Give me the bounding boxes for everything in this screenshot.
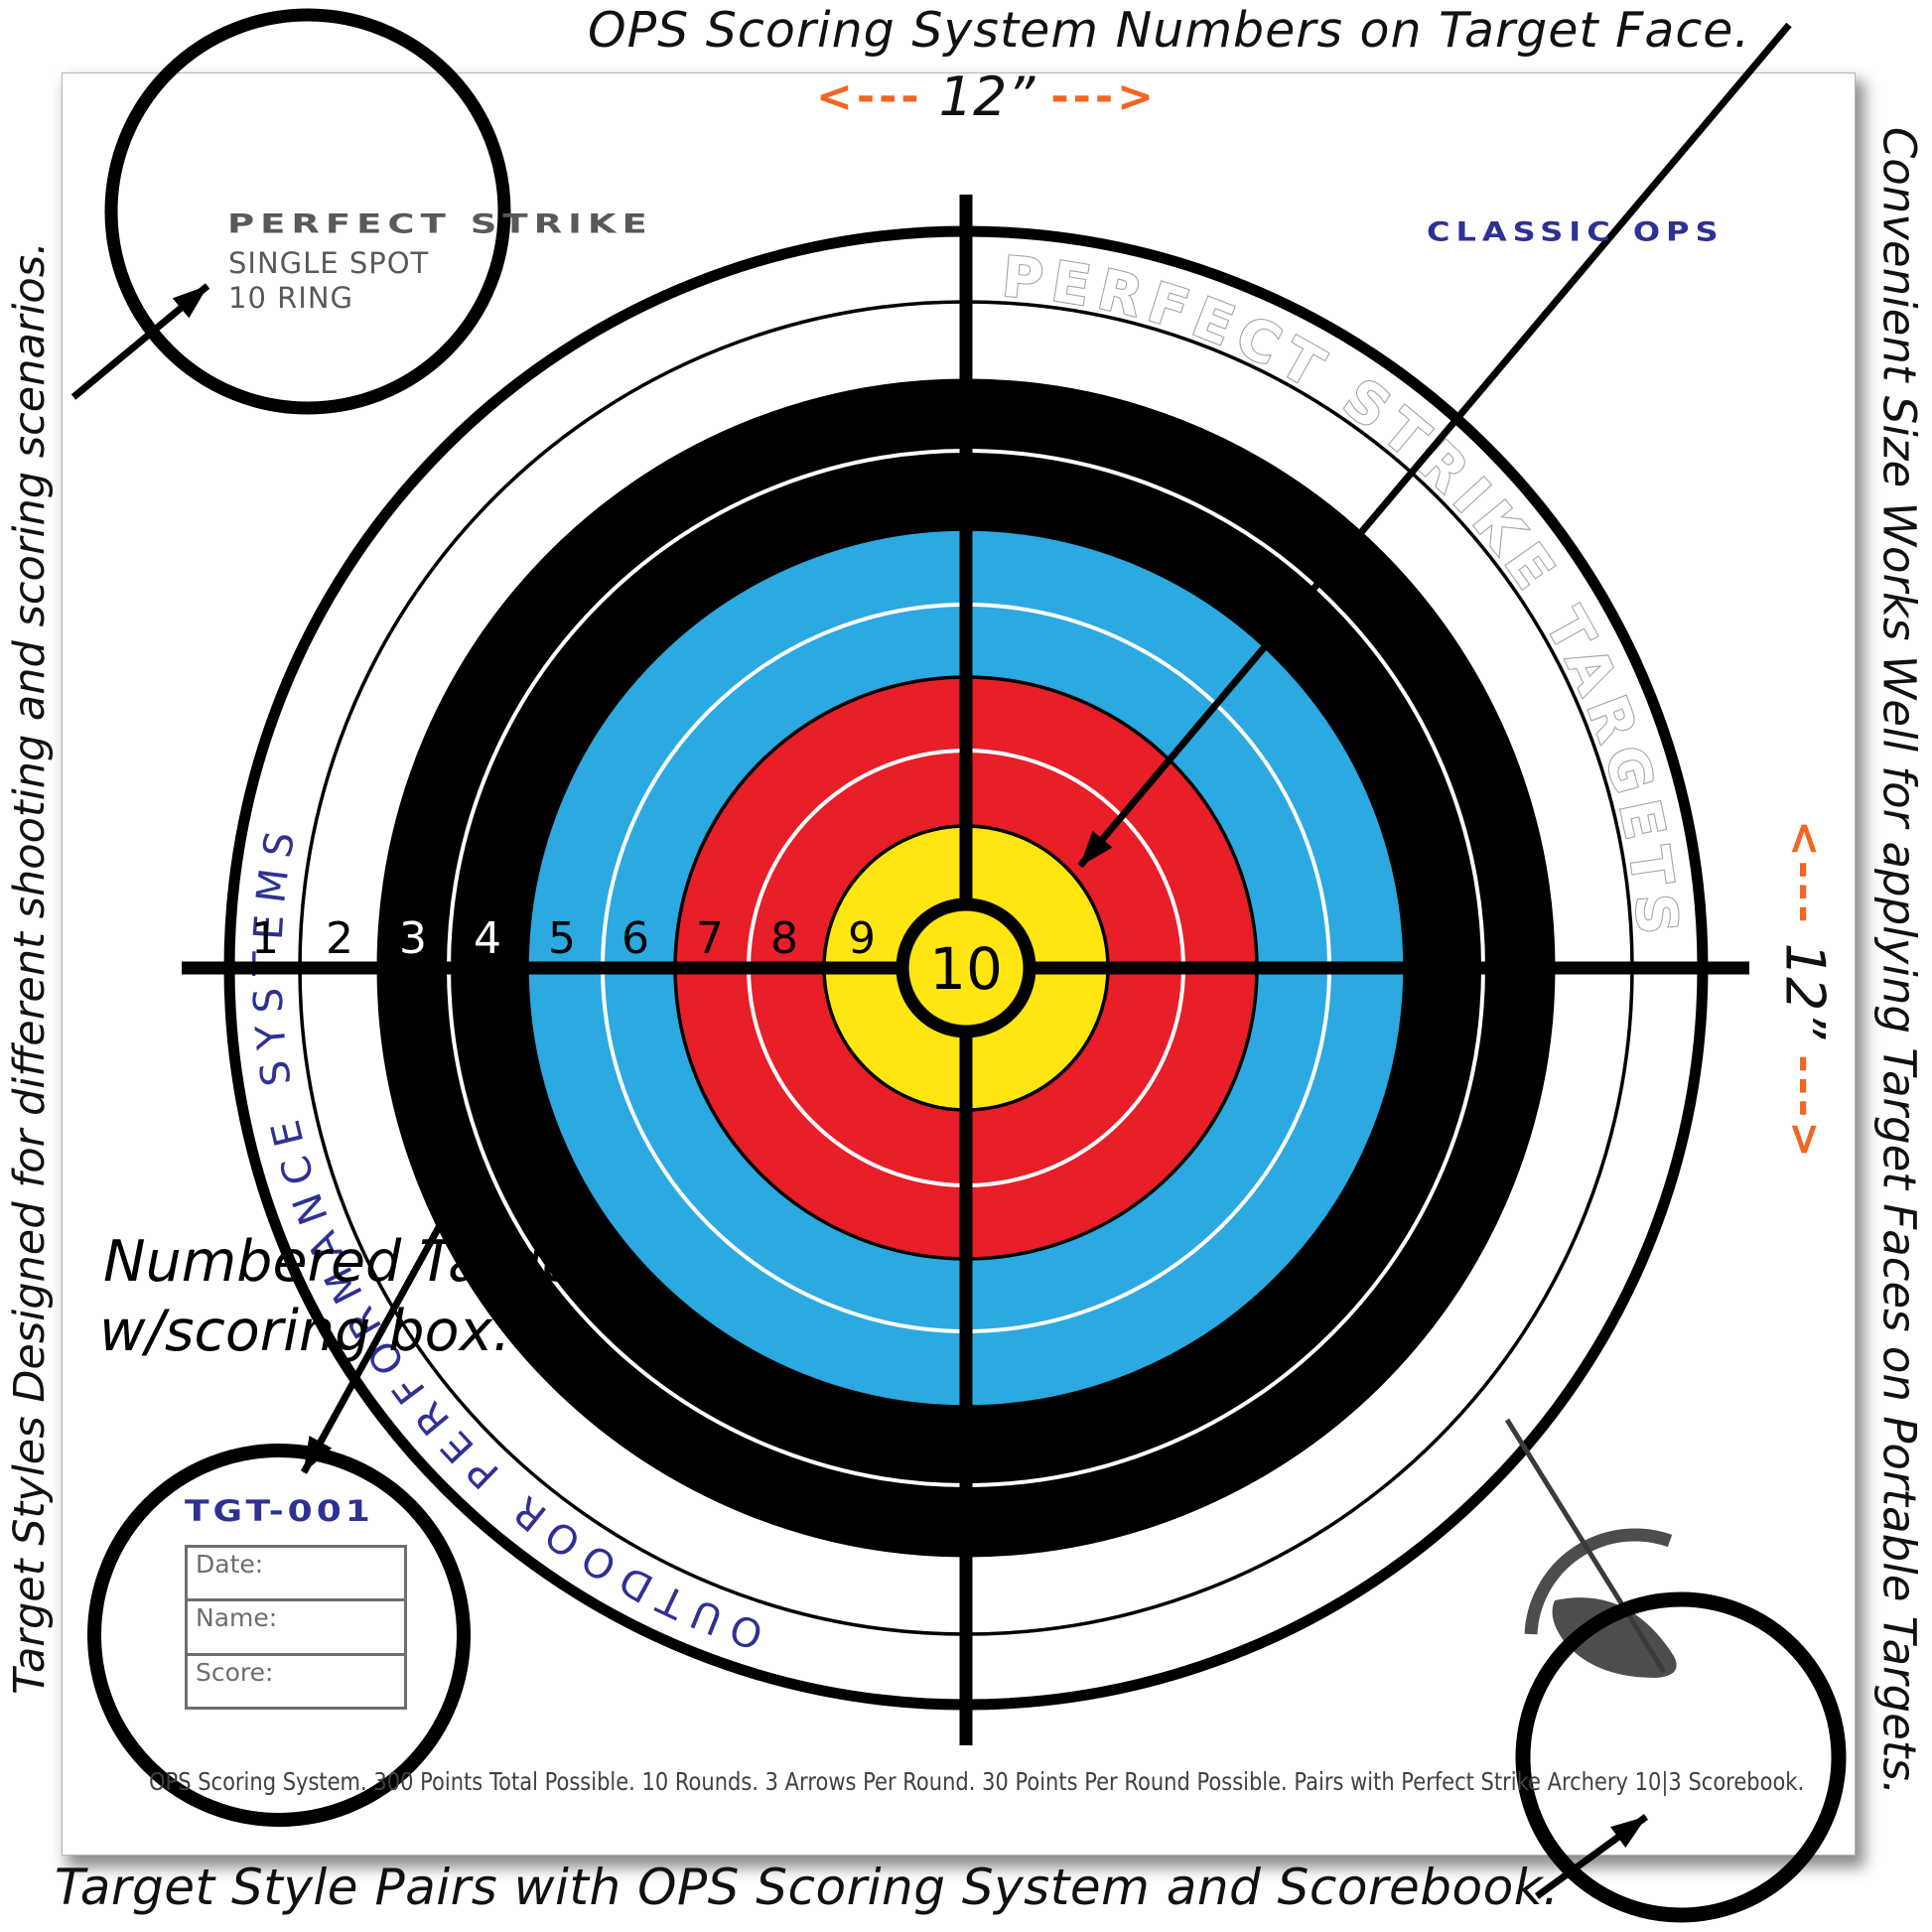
arrow-to-scorebook-note <box>1534 1814 1649 1899</box>
footer-note: OPS Scoring System. 300 Points Total Pos… <box>149 1767 1805 1796</box>
annotation-scoring-box: w/scoring box. <box>99 1299 511 1364</box>
ring-number: 8 <box>770 913 798 964</box>
dimension-width: <--- 12” ---> <box>816 66 1158 128</box>
bow-arrow-illustration <box>1504 1418 1677 1678</box>
dimension-height-value: 12” <box>1773 942 1837 1039</box>
dimension-height: <--- 12” ---> <box>1774 820 1837 1162</box>
ring-number: 3 <box>399 913 427 964</box>
ring-number: 5 <box>548 913 576 964</box>
callout-circle-scorebook <box>1515 1591 1847 1923</box>
ring-number: 7 <box>696 913 724 964</box>
dimension-arrow-right: ---> <box>1050 71 1159 122</box>
center-label-pad <box>923 936 1009 1000</box>
dimension-width-value: 12” <box>938 66 1035 128</box>
bow-grip <box>1552 1597 1677 1678</box>
ring-number: 2 <box>326 913 353 964</box>
score-box: Date: Name: Score: <box>185 1545 407 1710</box>
arrow-to-score-box <box>300 1157 481 1474</box>
dimension-arrow-down: ---> <box>1779 1054 1831 1163</box>
arrow-to-logo <box>70 283 210 400</box>
annotation-right: Convenient Size Works Well for applying … <box>1872 126 1926 1796</box>
target-style-line1: SINGLE SPOT <box>228 246 430 280</box>
arrow-to-target-center <box>1077 22 1792 869</box>
ring-number-row: 1 2 3 4 5 6 7 8 9 <box>251 913 876 964</box>
dimension-arrow-left: <--- <box>816 71 923 122</box>
ring-number: 9 <box>848 913 876 964</box>
dimension-arrow-up: <--- <box>1779 819 1831 927</box>
model-label: TGT-001 <box>185 1495 374 1529</box>
target-style-line2: 10 RING <box>228 281 353 315</box>
series-label: CLASSIC OPS <box>1427 216 1725 248</box>
arrow-shaft <box>1504 1418 1667 1674</box>
callout-circle-logo <box>104 8 511 415</box>
score-box-date-row: Date: <box>188 1548 404 1602</box>
bow-limb <box>1524 1528 1673 1635</box>
center-ring-label: 10 <box>929 935 1003 1003</box>
ring-number: 4 <box>474 913 501 964</box>
ring-number: 6 <box>621 913 649 964</box>
ring-number: 1 <box>251 913 279 964</box>
annotation-top: OPS Scoring System Numbers on Target Fac… <box>588 2 1751 59</box>
annotation-bottom: Target Style Pairs with OPS Scoring Syst… <box>55 1859 1560 1916</box>
callout-circle-scorebox <box>87 1444 471 1827</box>
annotation-left: Target Styles Designed for different sho… <box>5 241 55 1695</box>
annotation-numbered-targets: Numbered Targets <box>103 1229 628 1295</box>
score-box-name-row: Name: <box>188 1601 404 1656</box>
brand-logo: PERFECT STRIKE <box>227 208 653 239</box>
score-box-score-row: Score: <box>196 1657 274 1687</box>
